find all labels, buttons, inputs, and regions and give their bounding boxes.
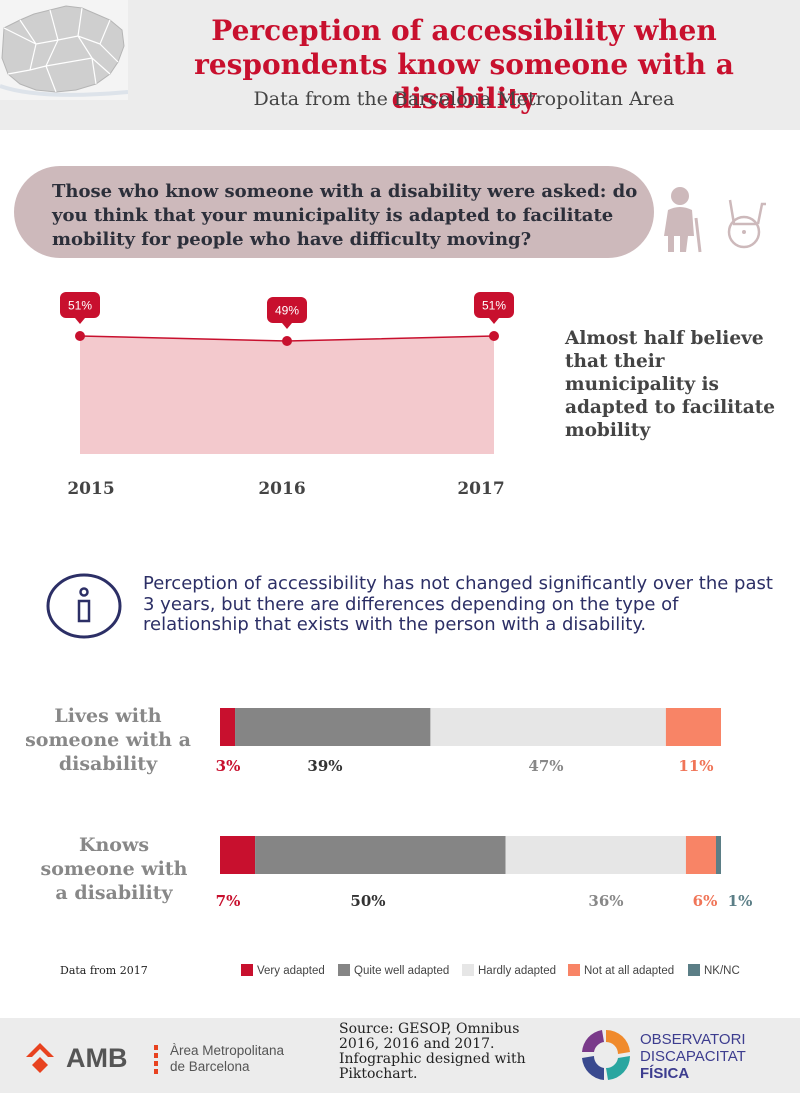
- wheelchair-icon: [727, 199, 766, 249]
- category-label: Lives with: [54, 705, 161, 727]
- question-banner: [14, 166, 654, 258]
- map-thumbnail-icon: [0, 0, 128, 100]
- x-tick-label: 2017: [457, 479, 504, 499]
- bar-segment: [430, 708, 666, 746]
- legend-label: Quite well adapted: [354, 965, 449, 977]
- page-subtitle: Data from the Barcelona Metropolitan Are…: [253, 88, 675, 110]
- bar-value-label: 11%: [678, 757, 713, 775]
- data-point: [489, 331, 499, 341]
- legend-label: Not at all adapted: [584, 965, 674, 977]
- data-label: 51%: [68, 299, 92, 313]
- observatori-logo: OBSERVATORI DISCAPACITAT FÍSICA: [582, 1029, 746, 1082]
- obs-line2: DISCAPACITAT: [640, 1048, 746, 1065]
- legend-label: Hardly adapted: [478, 965, 556, 977]
- page-title: Perception of accessibility when respond…: [194, 14, 734, 115]
- legend-swatch: [462, 964, 474, 976]
- bar-segment: [220, 836, 256, 874]
- legend-label: Very adapted: [257, 965, 325, 977]
- category-label: Knows: [79, 834, 149, 856]
- legend-note: Data from 2017: [60, 964, 148, 977]
- question-text: Those who know someone with a disability…: [52, 181, 638, 250]
- data-label-pointer: [489, 318, 499, 324]
- bar-segment: [255, 836, 506, 874]
- x-tick-label: 2015: [67, 479, 114, 499]
- bar-segment: [220, 708, 236, 746]
- legend-label: NK/NC: [704, 965, 740, 977]
- bar-value-label: 3%: [216, 757, 241, 775]
- bar-segment: [665, 708, 721, 746]
- bar-value-label: 7%: [216, 892, 241, 910]
- bar-value-label: 47%: [528, 757, 563, 775]
- legend-swatch: [688, 964, 700, 976]
- x-tick-label: 2016: [258, 479, 305, 499]
- area-fill: [80, 336, 494, 454]
- bar-segment: [685, 836, 716, 874]
- category-label: someone with: [41, 858, 188, 880]
- amb-abbr: AMB: [66, 1043, 128, 1073]
- bar-value-label: 6%: [693, 892, 718, 910]
- bar-segment: [235, 708, 431, 746]
- source-text: Source: GESOP, Omnibus 2016, 2016 and 20…: [339, 1021, 526, 1082]
- header: [0, 0, 800, 130]
- data-label-bubble: [60, 292, 100, 318]
- bar-value-label: 39%: [307, 757, 342, 775]
- legend-swatch: [241, 964, 253, 976]
- data-point: [75, 331, 85, 341]
- bar-value-label: 36%: [588, 892, 623, 910]
- bar-segment: [505, 836, 686, 874]
- area-chart: 51% 2015 49% 2016 51% 2017: [60, 292, 514, 499]
- obs-line3: FÍSICA: [640, 1065, 689, 1082]
- amb-name-line1: Àrea Metropolitana: [170, 1043, 285, 1058]
- data-label-pointer: [75, 318, 85, 324]
- category-label: a disability: [55, 882, 173, 904]
- legend-swatch: [568, 964, 580, 976]
- bar-segment: [715, 836, 721, 874]
- data-label-bubble: [474, 292, 514, 318]
- info-text: Perception of accessibility has not chan…: [143, 573, 773, 635]
- data-label-bubble: [267, 297, 307, 323]
- data-label: 51%: [482, 299, 506, 313]
- category-label: someone with a: [25, 729, 191, 751]
- data-label-pointer: [282, 323, 292, 329]
- chart-caption: Almost half believe that their municipal…: [565, 328, 776, 441]
- elderly-person-icon: [664, 187, 702, 253]
- data-point: [282, 336, 292, 346]
- bar-value-label: 1%: [728, 892, 753, 910]
- category-label: disability: [59, 753, 158, 775]
- obs-line1: OBSERVATORI: [640, 1031, 746, 1048]
- data-label: 49%: [275, 304, 299, 318]
- amb-logo: AMB Àrea Metropolitana de Barcelona: [26, 1043, 285, 1074]
- legend-swatch: [338, 964, 350, 976]
- info-icon: [46, 573, 122, 639]
- bar-value-label: 50%: [350, 892, 385, 910]
- amb-name-line2: de Barcelona: [170, 1059, 250, 1074]
- footer: [0, 1018, 800, 1093]
